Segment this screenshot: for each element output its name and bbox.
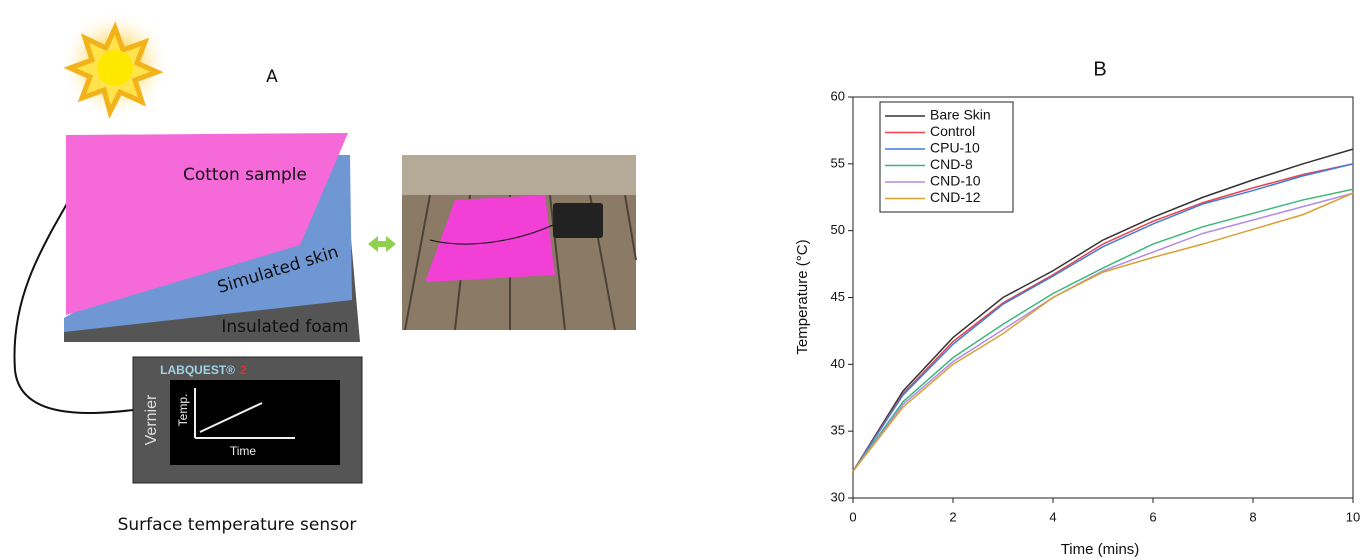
- y-tick-label: 55: [831, 155, 845, 170]
- screen-x-label: Time: [230, 444, 257, 458]
- x-tick-label: 10: [1346, 509, 1360, 524]
- x-axis-label: Time (mins): [1061, 541, 1140, 558]
- sun: [60, 10, 170, 120]
- y-axis-label: Temperature (°C): [794, 239, 811, 354]
- panel-label: A: [266, 67, 278, 87]
- legend-label: CND-10: [930, 173, 981, 189]
- series-line: [853, 193, 1353, 471]
- legend-label: CPU-10: [930, 140, 980, 156]
- x-tick-label: 2: [949, 509, 956, 524]
- x-tick-label: 0: [849, 509, 856, 524]
- series-line: [853, 193, 1353, 471]
- caption: Surface temperature sensor: [118, 515, 357, 535]
- device-brand: LABQUEST®: [160, 363, 235, 377]
- x-tick-label: 4: [1049, 509, 1056, 524]
- series-line: [853, 189, 1353, 471]
- chart-title: B: [1093, 58, 1106, 80]
- legend-label: CND-12: [930, 189, 981, 205]
- photo: [402, 155, 636, 330]
- legend-label: Control: [930, 123, 975, 139]
- y-tick-label: 30: [831, 489, 845, 504]
- device-model: 2: [240, 363, 247, 377]
- maker-label: Vernier: [143, 394, 160, 445]
- double-arrow: [368, 236, 396, 252]
- x-tick-label: 6: [1149, 509, 1156, 524]
- y-tick-label: 40: [831, 356, 845, 371]
- y-tick-label: 60: [831, 88, 845, 103]
- y-tick-label: 50: [831, 222, 845, 237]
- figure: A Cotton sample Simulated skin Insulated…: [0, 0, 1366, 560]
- screen-y-label: Temp.: [176, 394, 190, 427]
- foam-label: Insulated foam: [221, 317, 348, 337]
- legend-label: CND-8: [930, 156, 973, 172]
- cotton-label: Cotton sample: [183, 165, 307, 185]
- y-tick-label: 45: [831, 289, 845, 304]
- x-tick-label: 8: [1249, 509, 1256, 524]
- y-tick-label: 35: [831, 423, 845, 438]
- legend-label: Bare Skin: [930, 107, 991, 123]
